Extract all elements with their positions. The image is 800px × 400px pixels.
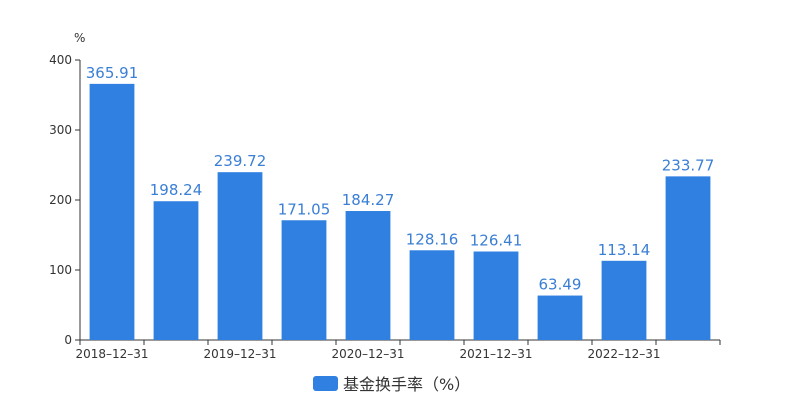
legend-swatch	[313, 376, 338, 391]
x-tick-label: 2020–12–31	[331, 347, 404, 361]
y-axis: 0 100 200 300 400	[49, 53, 81, 347]
legend-label: 基金换手率（%）	[343, 375, 470, 394]
bar[interactable]	[665, 176, 711, 340]
bar[interactable]	[281, 220, 327, 340]
bar-value-label: 365.91	[86, 64, 139, 82]
bar-value-label: 198.24	[150, 181, 203, 199]
bar[interactable]	[537, 295, 583, 340]
x-tick-label: 2021–12–31	[459, 347, 532, 361]
bar-value-label: 128.16	[406, 230, 459, 248]
bar[interactable]	[89, 83, 135, 340]
bar-value-label: 126.41	[470, 232, 523, 250]
data-labels: 365.91 198.24 239.72 171.05 184.27 128.16 126.…	[86, 64, 715, 294]
y-tick-label: 300	[49, 123, 72, 137]
bar-value-label: 113.14	[598, 241, 651, 259]
y-tick-label: 200	[49, 193, 72, 207]
bar[interactable]	[153, 201, 199, 340]
y-axis-unit: %	[74, 31, 85, 45]
bar[interactable]	[345, 211, 391, 340]
bar-value-label: 233.77	[662, 156, 715, 174]
bar-value-label: 184.27	[342, 191, 395, 209]
y-tick-label: 400	[49, 53, 72, 67]
x-tick-label: 2022–12–31	[587, 347, 660, 361]
bar-value-label: 63.49	[539, 276, 582, 294]
bar[interactable]	[409, 250, 455, 340]
x-tick-label: 2019–12–31	[203, 347, 276, 361]
bar-value-label: 171.05	[278, 200, 331, 218]
bar[interactable]	[473, 251, 519, 340]
bar-value-label: 239.72	[214, 152, 267, 170]
y-tick-label: 100	[49, 263, 72, 277]
bar[interactable]	[217, 172, 263, 340]
legend[interactable]: 基金换手率（%）	[313, 375, 470, 394]
x-axis: 2018–12–31 2019–12–31 2020–12–31 2021–12–31…	[75, 339, 721, 361]
x-tick-label: 2018–12–31	[75, 347, 148, 361]
y-tick-label: 0	[64, 333, 72, 347]
bar[interactable]	[601, 260, 647, 340]
bar-series	[89, 83, 711, 340]
